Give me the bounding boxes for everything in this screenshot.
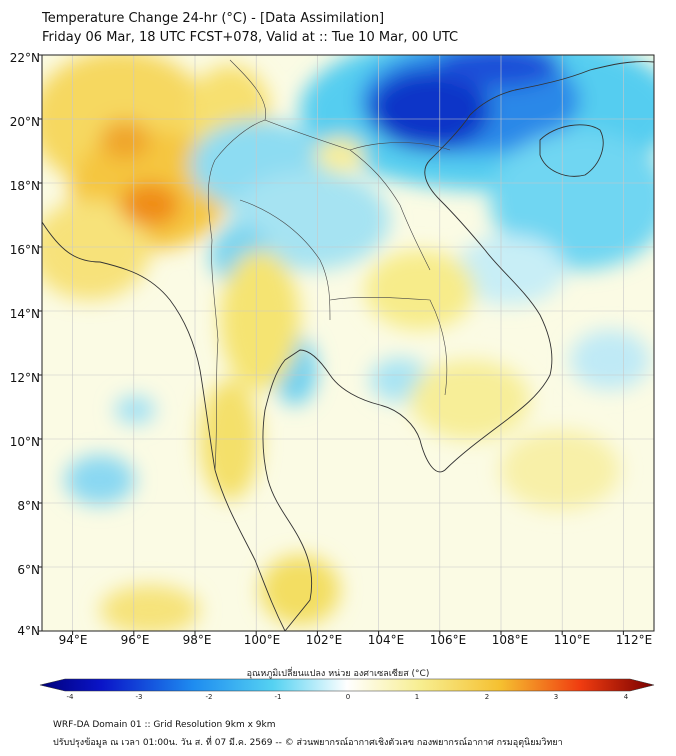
lat-label: 6°N: [17, 563, 40, 577]
colorbar-tick: -1: [274, 693, 282, 701]
lon-label: 104°E: [367, 633, 405, 647]
china-coast: [469, 61, 654, 116]
lat-label: 16°N: [9, 243, 40, 257]
axis-ticks: [38, 54, 624, 635]
colorbar-tick: 2: [484, 693, 490, 701]
thailand-west-border: [207, 119, 266, 471]
colorbar-tick: -2: [205, 693, 213, 701]
internal-border: [239, 199, 331, 321]
cambodia-border: [329, 296, 448, 396]
lon-label: 102°E: [305, 633, 343, 647]
lat-label: 8°N: [17, 499, 40, 513]
lat-label: 4°N: [17, 624, 40, 638]
map-frame: [41, 54, 655, 632]
borders: [207, 59, 451, 471]
malay-peninsula-coastline: [214, 469, 286, 631]
colorbar-label: อุณหภูมิเปลี่ยนแปลง หน่วย องศาเซลเซียส (…: [246, 669, 430, 679]
map-subtitle: Friday 06 Mar, 18 UTC FCST+078, Valid at…: [42, 30, 459, 45]
colorbar: [39, 678, 655, 692]
lat-label: 22°N: [9, 51, 40, 65]
map-title: Temperature Change 24-hr (°C) - [Data As…: [42, 11, 385, 26]
lon-label: 94°E: [58, 633, 88, 647]
temperature-field: [42, 55, 654, 631]
lat-label: 12°N: [9, 371, 40, 385]
colorbar-tick: -3: [135, 693, 143, 701]
colorbar-tick: 0: [345, 693, 351, 701]
colorbar-tick: 3: [553, 693, 559, 701]
colorbar-tick: -4: [66, 693, 74, 701]
footer-model-info: WRF-DA Domain 01 :: Grid Resolution 9km …: [53, 720, 276, 730]
lon-label: 96°E: [120, 633, 150, 647]
lon-label: 110°E: [553, 633, 591, 647]
lat-label: 14°N: [9, 307, 40, 321]
lon-label: 100°E: [243, 633, 281, 647]
footer-update-info: ปรับปรุงข้อมูล ณ เวลา 01:00น. วัน ส. ที่…: [53, 738, 563, 748]
hainan-island: [539, 124, 604, 177]
lat-label: 18°N: [9, 179, 40, 193]
lat-label: 10°N: [9, 435, 40, 449]
colorbar-tick: 1: [414, 693, 420, 701]
coastlines: [42, 61, 654, 631]
lon-label: 112°E: [615, 633, 653, 647]
lon-label: 108°E: [491, 633, 529, 647]
lon-label: 106°E: [429, 633, 467, 647]
china-border: [229, 59, 451, 151]
lat-label: 20°N: [9, 115, 40, 129]
colorbar-tick: 4: [623, 693, 629, 701]
myanmar-coastline: [42, 221, 216, 471]
gulf-of-thailand-east-coast: [262, 114, 553, 631]
laos-border: [264, 119, 431, 271]
lon-label: 98°E: [182, 633, 212, 647]
